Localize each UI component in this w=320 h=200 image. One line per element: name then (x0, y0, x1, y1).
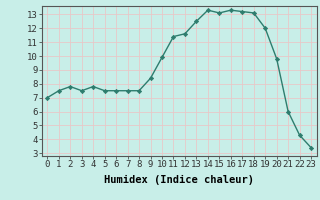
X-axis label: Humidex (Indice chaleur): Humidex (Indice chaleur) (104, 175, 254, 185)
